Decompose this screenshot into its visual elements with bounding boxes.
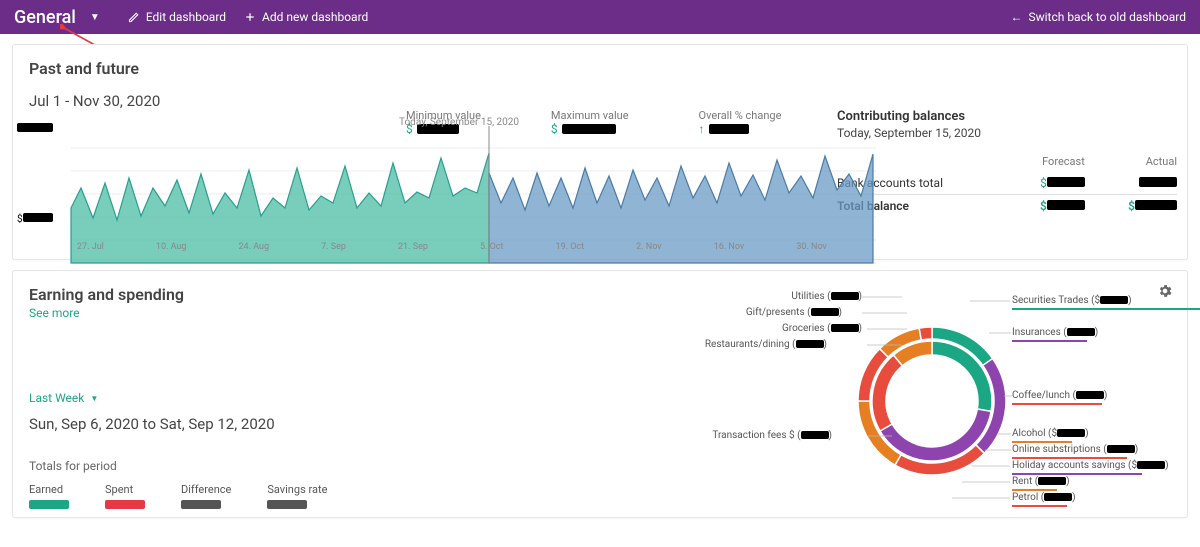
edit-dashboard-link[interactable]: Edit dashboard <box>128 10 226 24</box>
see-more-link[interactable]: See more <box>29 306 80 320</box>
contributing-balances: Contributing balances Today, September 1… <box>837 109 1177 217</box>
back-arrow-icon: ← <box>1010 10 1022 24</box>
donut-category-label: Insurances () <box>1012 327 1098 338</box>
overall-change-metric: Overall % change <box>699 109 782 136</box>
table-row: Bank accounts total $ <box>837 172 1177 195</box>
chevron-down-icon[interactable]: ▼ <box>90 394 98 403</box>
topbar: General ▼ Edit dashboard Add new dashboa… <box>0 0 1200 34</box>
add-dashboard-label: Add new dashboard <box>262 10 368 24</box>
add-dashboard-link[interactable]: Add new dashboard <box>244 10 368 24</box>
earning-spending-card: Earning and spending See more Last Week … <box>12 270 1188 518</box>
date-range: Jul 1 - Nov 30, 2020 <box>29 92 160 110</box>
donut-category-label: Alcohol ($) <box>1012 428 1089 439</box>
totals-col: Spent <box>105 483 145 513</box>
donut-category-label: Coffee/lunch () <box>1012 390 1107 401</box>
donut-category-label: Utilities () <box>791 291 862 302</box>
donut-category-label: Rent () <box>1012 476 1070 487</box>
totals-col: Difference <box>181 483 231 513</box>
donut-category-label: Holiday accounts savings ($) <box>1012 460 1169 471</box>
table-row: Total balance $ $ <box>837 195 1177 218</box>
donut-category-label: Gift/presents () <box>746 307 842 318</box>
donut-category-label: Transaction fees $ () <box>712 430 832 441</box>
donut-category-label: Securities Trades ($) <box>1012 295 1132 306</box>
period-dropdown[interactable]: Last Week <box>29 391 84 405</box>
donut-category-label: Groceries () <box>782 323 862 334</box>
donut-category-label: Petrol () <box>1012 492 1076 503</box>
edit-dashboard-label: Edit dashboard <box>146 10 226 24</box>
max-value-metric: Maximum value $ <box>551 109 629 136</box>
dashboard-title: General <box>14 7 76 28</box>
donut-category-label: Restaurants/dining () <box>705 339 827 350</box>
past-future-card: Past and future Jul 1 - Nov 30, 2020 Min… <box>12 44 1188 260</box>
arrow-up-icon <box>699 122 705 136</box>
dashboard-dropdown-caret[interactable]: ▼ <box>90 12 100 23</box>
plus-icon <box>244 11 256 23</box>
donut-area: Utilities () Gift/presents () Groceries ()… <box>467 281 1167 511</box>
today-marker-label: Today, September 15, 2020 <box>399 117 519 128</box>
contrib-table: Forecast Actual Bank accounts total $ To… <box>837 155 1177 217</box>
past-future-title: Past and future <box>29 59 1171 78</box>
totals-col: Savings rate <box>267 483 327 513</box>
balance-chart <box>71 148 841 273</box>
switch-dashboard-link[interactable]: ← Switch back to old dashboard <box>1010 10 1186 24</box>
switch-dashboard-label: Switch back to old dashboard <box>1028 10 1186 24</box>
chart-xticks: 27. Jul10. Aug24. Aug7. Sep21. Sep5. Oct… <box>71 242 833 252</box>
pencil-icon <box>128 11 140 23</box>
totals-col: Earned <box>29 483 69 513</box>
donut-category-label: Online substriptions () <box>1012 444 1138 455</box>
